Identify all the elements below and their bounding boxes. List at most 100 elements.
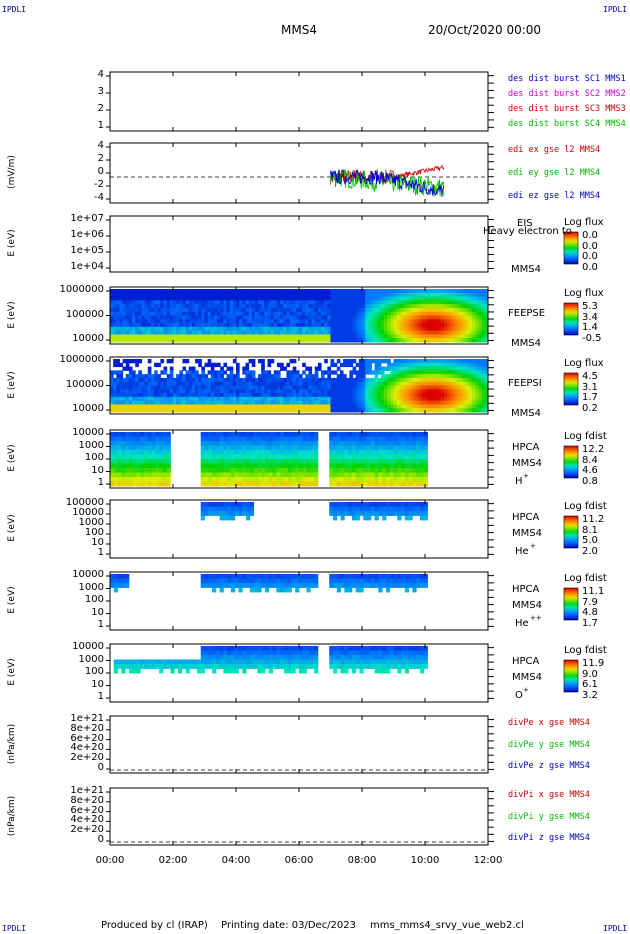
- spectrogram-cell: [302, 334, 306, 339]
- spectrogram-cell: [462, 377, 467, 383]
- spectrogram-cell: [226, 289, 231, 294]
- spectrogram-cell: [210, 400, 215, 405]
- spectrogram-cell: [295, 664, 300, 669]
- spectrogram-cell: [387, 404, 391, 409]
- spectrogram-cell: [305, 377, 309, 383]
- spectrogram-cell: [302, 393, 306, 398]
- spectrogram-cell: [292, 404, 297, 409]
- spectrogram-cell: [324, 377, 328, 383]
- spectrogram-cell: [132, 400, 136, 405]
- spectrogram-cell: [116, 385, 120, 390]
- spectrogram-cell: [343, 381, 347, 386]
- spectrogram-cell: [358, 359, 363, 364]
- spectrogram-cell: [207, 330, 212, 335]
- spectrogram-cell: [443, 374, 448, 379]
- spectrogram-cell: [450, 400, 454, 405]
- spectrogram-cell: [204, 292, 209, 298]
- spectrogram-cell: [393, 459, 398, 464]
- spectrogram-cell: [182, 311, 187, 316]
- spectrogram-cell: [157, 319, 161, 324]
- spectrogram-cell: [431, 370, 435, 375]
- spectrogram-cell: [453, 323, 457, 328]
- spectrogram-cell: [140, 445, 145, 451]
- spectrogram-cell: [229, 289, 234, 294]
- spectrogram-cell: [182, 304, 187, 309]
- spectrogram-cell: [370, 481, 375, 487]
- spectrogram-cell: [173, 307, 177, 313]
- spectrogram-cell: [355, 468, 360, 473]
- spectrogram-cell: [416, 655, 421, 660]
- spectrogram-cell: [327, 304, 331, 309]
- spectrogram-cell: [317, 330, 322, 335]
- spectrogram-cell: [339, 404, 344, 409]
- spectrogram-cell: [193, 664, 198, 669]
- spectrogram-cell: [201, 304, 205, 309]
- spectrogram-cell: [276, 393, 281, 398]
- spectrogram-cell: [447, 296, 451, 301]
- spectrogram-cell: [371, 330, 376, 335]
- spectrogram-cell: [481, 377, 486, 383]
- spectrogram-cell: [261, 450, 266, 455]
- spectrogram-cell: [258, 315, 262, 320]
- spectrogram-cell: [116, 323, 120, 328]
- spectrogram-cell: [226, 377, 231, 383]
- spectrogram-cell: [191, 389, 196, 394]
- spectrogram-cell: [147, 454, 152, 460]
- spectrogram-cell: [412, 664, 417, 669]
- spectrogram-cell: [150, 400, 155, 405]
- spectrogram-cell: [423, 578, 428, 584]
- spectrogram-cell: [484, 296, 489, 301]
- spectrogram-cell: [215, 463, 221, 469]
- spectrogram-cell: [359, 445, 364, 451]
- spectrogram-cell: [380, 319, 385, 324]
- spectrogram-cell: [257, 650, 262, 656]
- spectrogram-cell: [450, 300, 454, 305]
- spectrogram-cell: [428, 396, 432, 402]
- spectrogram-cell: [242, 377, 246, 383]
- spectrogram-cell: [223, 477, 228, 482]
- spectrogram-cell: [182, 319, 187, 324]
- spectrogram-cell: [351, 583, 357, 588]
- spectrogram-cell: [447, 408, 451, 413]
- spectrogram-cell: [251, 307, 256, 313]
- spectrogram-cell: [229, 304, 234, 309]
- spectrogram-cell: [173, 385, 177, 390]
- spectrogram-cell: [179, 389, 183, 394]
- spectrogram-cell: [402, 289, 407, 294]
- spectrogram-cell: [456, 315, 461, 320]
- spectrogram-cell: [113, 370, 117, 375]
- spectrogram-cell: [408, 515, 413, 521]
- spectrogram-cell: [159, 468, 164, 473]
- spectrogram-cell: [329, 441, 334, 446]
- spectrogram-cell: [362, 307, 366, 313]
- spectrogram-cell: [317, 377, 322, 383]
- spectrogram-cell: [415, 385, 420, 390]
- spectrogram-cell: [264, 655, 270, 660]
- spectrogram-cell: [329, 472, 334, 478]
- spectrogram-cell: [232, 292, 237, 298]
- spectrogram-cell: [459, 300, 464, 305]
- spectrogram-cell: [380, 370, 385, 375]
- spectrogram-cell: [355, 450, 360, 455]
- spectrogram-cell: [389, 436, 394, 442]
- spectrogram-cell: [412, 659, 417, 665]
- spectrogram-cell: [443, 400, 448, 405]
- spectrogram-cell: [204, 326, 209, 332]
- spectrogram-cell: [371, 393, 376, 398]
- spectrogram-cell: [125, 381, 130, 386]
- spectrogram-cell: [374, 432, 379, 437]
- spectrogram-cell: [132, 334, 136, 339]
- spectrogram-cell: [113, 445, 118, 451]
- spectrogram-cell: [390, 292, 394, 298]
- spectrogram-cell: [242, 338, 246, 343]
- spectrogram-cell: [283, 292, 287, 298]
- spectrogram-cell: [210, 362, 215, 368]
- spectrogram-cell: [157, 393, 161, 398]
- spectrogram-cell: [232, 311, 237, 316]
- spectrogram-cell: [370, 655, 375, 660]
- spectrogram-cell: [292, 304, 297, 309]
- spectrogram-cell: [359, 664, 364, 669]
- spectrogram-cell: [465, 311, 470, 316]
- spectrogram-cell: [157, 315, 161, 320]
- spectrogram-cell: [113, 664, 118, 669]
